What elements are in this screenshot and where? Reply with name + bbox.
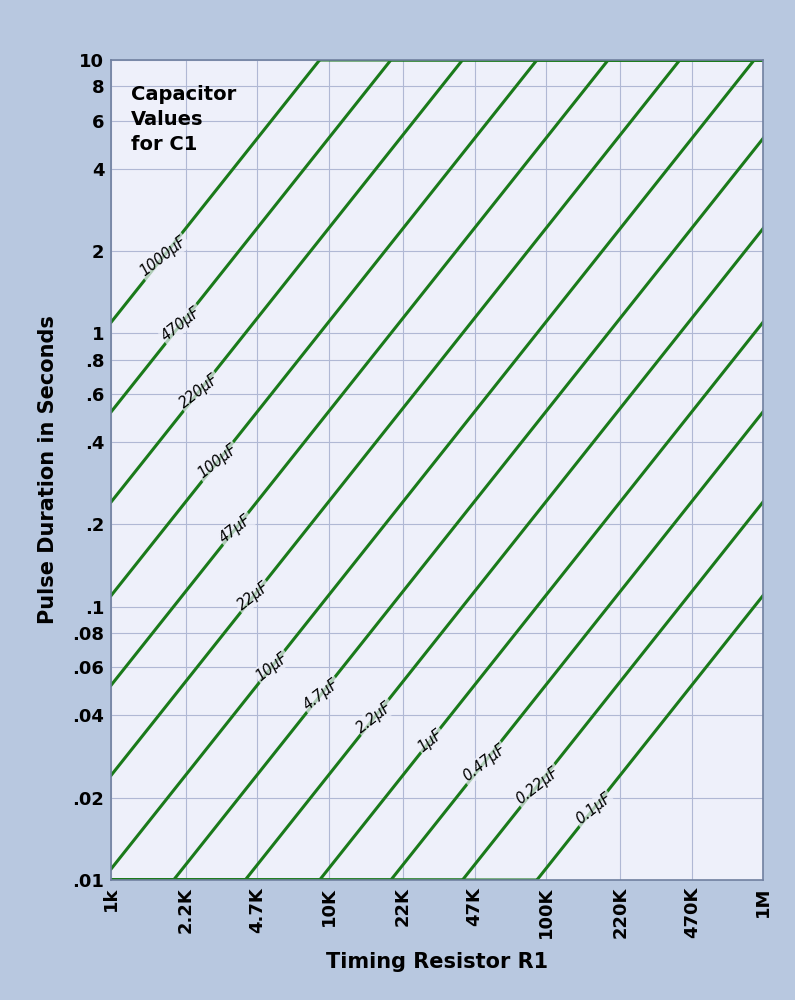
- Text: 0.47μF: 0.47μF: [460, 742, 508, 784]
- Text: 22μF: 22μF: [235, 579, 272, 613]
- Text: 1000μF: 1000μF: [138, 234, 189, 279]
- Y-axis label: Pulse Duration in Seconds: Pulse Duration in Seconds: [38, 316, 59, 624]
- Text: 0.1μF: 0.1μF: [573, 790, 615, 827]
- X-axis label: Timing Resistor R1: Timing Resistor R1: [326, 952, 549, 972]
- Text: 4.7μF: 4.7μF: [301, 676, 342, 713]
- Text: 47μF: 47μF: [217, 512, 254, 546]
- Text: 0.22μF: 0.22μF: [514, 764, 562, 807]
- Text: Capacitor
Values
for C1: Capacitor Values for C1: [131, 85, 236, 154]
- Text: 220μF: 220μF: [176, 371, 222, 411]
- Text: 100μF: 100μF: [196, 442, 240, 481]
- Text: 1μF: 1μF: [415, 726, 446, 755]
- Text: 470μF: 470μF: [159, 304, 204, 344]
- Text: 10μF: 10μF: [253, 649, 291, 684]
- Text: 2.2μF: 2.2μF: [354, 699, 395, 736]
